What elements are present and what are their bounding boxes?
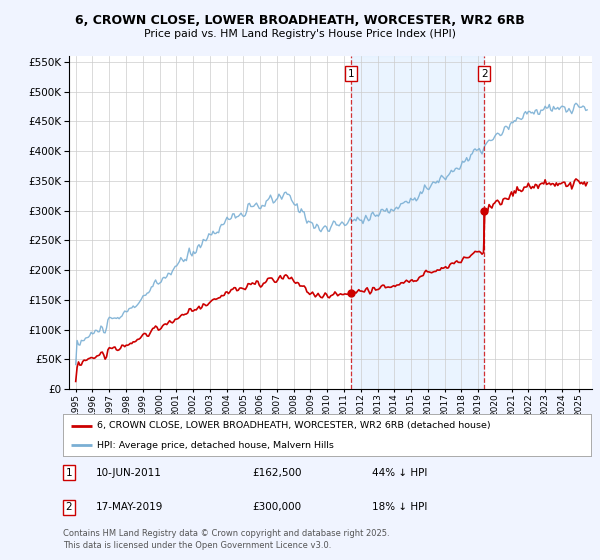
- Text: 18% ↓ HPI: 18% ↓ HPI: [372, 502, 427, 512]
- Text: 10-JUN-2011: 10-JUN-2011: [96, 468, 162, 478]
- Text: 17-MAY-2019: 17-MAY-2019: [96, 502, 163, 512]
- Text: 1: 1: [65, 468, 73, 478]
- Text: 44% ↓ HPI: 44% ↓ HPI: [372, 468, 427, 478]
- Text: £300,000: £300,000: [252, 502, 301, 512]
- Text: Contains HM Land Registry data © Crown copyright and database right 2025.
This d: Contains HM Land Registry data © Crown c…: [63, 529, 389, 550]
- Bar: [352, 56, 484, 389]
- Text: Price paid vs. HM Land Registry's House Price Index (HPI): Price paid vs. HM Land Registry's House …: [144, 29, 456, 39]
- Text: 2: 2: [481, 69, 488, 79]
- Text: 6, CROWN CLOSE, LOWER BROADHEATH, WORCESTER, WR2 6RB: 6, CROWN CLOSE, LOWER BROADHEATH, WORCES…: [75, 14, 525, 27]
- Text: 2: 2: [65, 502, 73, 512]
- Text: 1: 1: [348, 69, 355, 79]
- Text: 6, CROWN CLOSE, LOWER BROADHEATH, WORCESTER, WR2 6RB (detached house): 6, CROWN CLOSE, LOWER BROADHEATH, WORCES…: [97, 421, 491, 430]
- Text: HPI: Average price, detached house, Malvern Hills: HPI: Average price, detached house, Malv…: [97, 441, 334, 450]
- Text: £162,500: £162,500: [252, 468, 302, 478]
